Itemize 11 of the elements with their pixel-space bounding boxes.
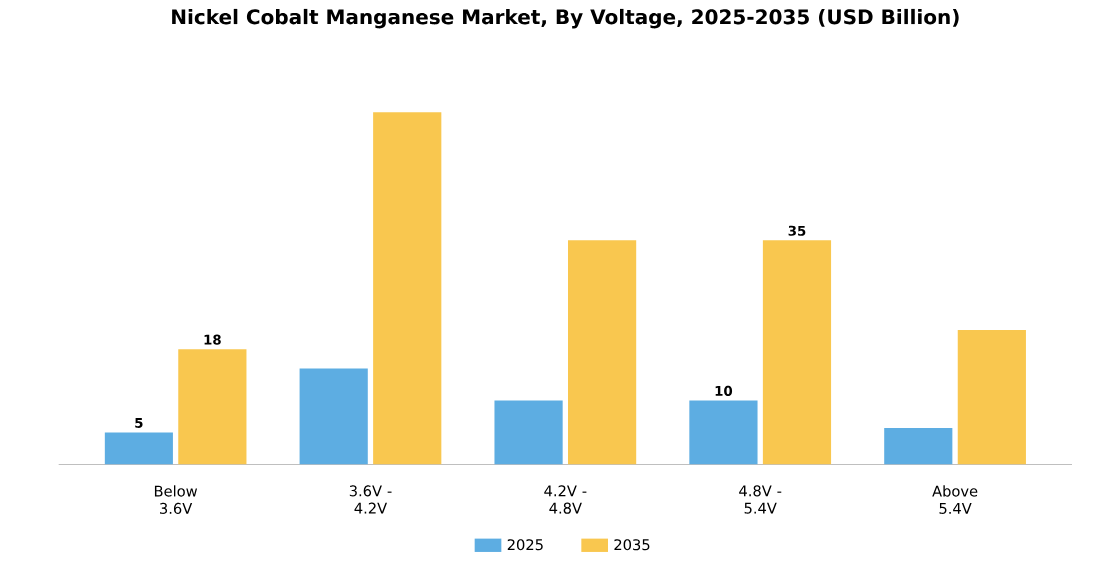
bar <box>178 348 247 465</box>
bar <box>494 400 563 465</box>
chart-title: Nickel Cobalt Manganese Market, By Voltage, 2025-2035 (USD Billion) <box>172 8 959 29</box>
bar <box>568 240 637 465</box>
bar <box>884 427 953 465</box>
bar <box>299 368 368 465</box>
bar <box>689 400 758 465</box>
bar <box>104 432 173 465</box>
bar <box>373 112 442 465</box>
bar <box>762 240 832 465</box>
bar <box>957 329 1026 465</box>
